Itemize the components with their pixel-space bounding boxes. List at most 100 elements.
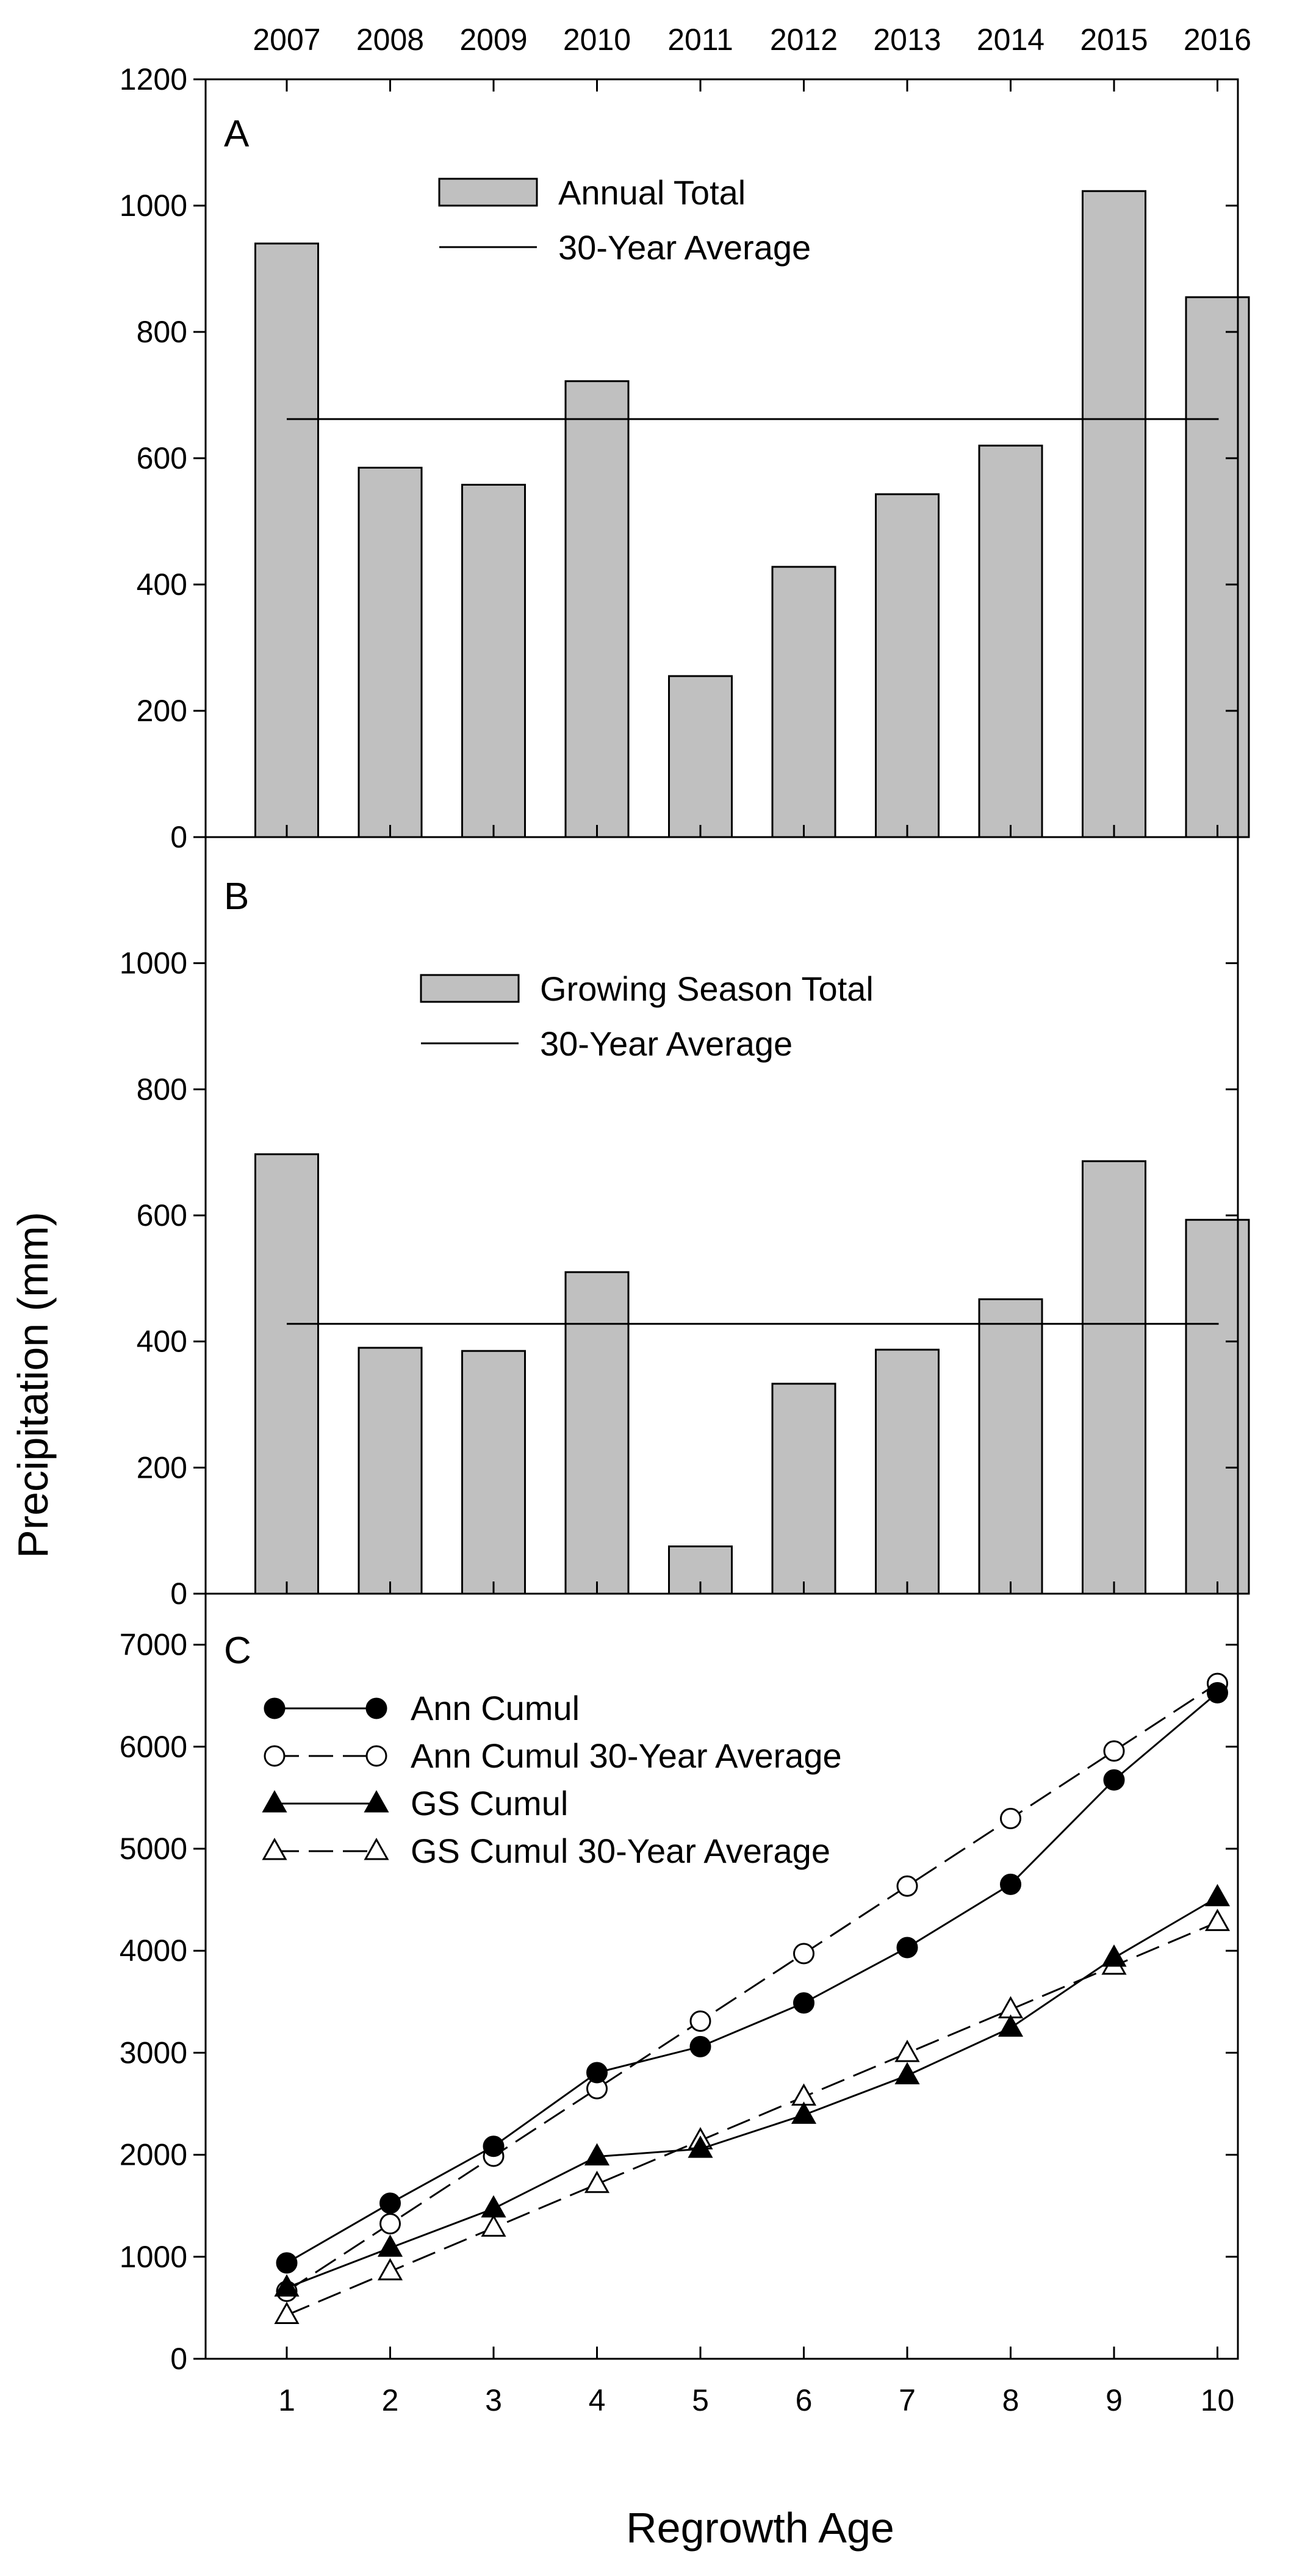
panel-c-panel-letter: C	[224, 1630, 251, 1672]
point-ann-cumul-4	[586, 2062, 608, 2084]
panel-a-bar-2012	[771, 566, 836, 838]
panel-a-bar-2011	[668, 675, 733, 838]
panel-b-ytick-label: 800	[137, 1072, 187, 1106]
point-gs-cumul-9	[1101, 1944, 1127, 1967]
panel-b-bar-2007	[254, 1153, 319, 1595]
panel-a-legend: Annual Total 30-Year Average	[438, 173, 811, 267]
panel-b-bar-2008	[358, 1347, 423, 1595]
panel-b-ytick-label: 200	[137, 1450, 187, 1484]
panel-c-ytick-label: 3000	[120, 2035, 187, 2070]
y-axis-title: Precipitation (mm)	[9, 1212, 57, 1558]
point-gs-cumul-1	[274, 2274, 300, 2297]
legend-marker-left-ann-cumul-30-year-average	[264, 1745, 286, 1767]
panel-b-bar-2016	[1185, 1218, 1250, 1595]
panel-a-ytick-label: 400	[137, 567, 187, 602]
panel-b-bar-2015	[1082, 1160, 1146, 1595]
panel-c-xtick-label-10: 10	[1201, 2383, 1235, 2417]
point-gs-cumul-8	[998, 2014, 1024, 2037]
series-line-gs-cumul	[286, 1896, 1218, 2289]
legend-marker-right-ann-cumul-30-year-average	[365, 1745, 387, 1767]
year-label-2008: 2008	[356, 23, 424, 57]
panel-b-legend-line-label: 30-Year Average	[540, 1024, 793, 1063]
panel-c-xtick-label-9: 9	[1105, 2383, 1123, 2417]
panel-c-xtick-label-2: 2	[382, 2383, 399, 2417]
panel-c-chart: 0 1000 2000 3000 4000 5000 6000 7000 1 2 3 4 5 6 7 8 9 10…	[120, 1628, 1238, 2417]
year-label-2016: 2016	[1184, 23, 1251, 57]
point-ann-cumul-7	[896, 1937, 918, 1959]
panel-a-ytick-label: 1200	[120, 62, 187, 96]
year-label-2013: 2013	[873, 23, 941, 57]
legend-marker-right-gs-cumul	[364, 1790, 389, 1813]
legend-marker-left-gs-cumul	[262, 1790, 287, 1813]
panel-c-xtick-label-7: 7	[899, 2383, 916, 2417]
legend-marker-left-ann-cumul	[264, 1697, 286, 1719]
panel-b-panel-letter: B	[224, 876, 249, 918]
panel-a-bar-2015	[1082, 190, 1146, 838]
point-ann-cumul-10	[1207, 1682, 1228, 1704]
point-gs-cumul-7	[894, 2062, 920, 2085]
point-gs-cumul-4	[584, 2143, 610, 2166]
point-ann-cumul-1	[276, 2252, 298, 2274]
legend-marker-right-ann-cumul	[365, 1697, 387, 1719]
panel-b-ytick-label: 0	[170, 1577, 187, 1611]
year-label-2015: 2015	[1080, 23, 1148, 57]
panel-a-bar-2007	[254, 242, 319, 838]
point-gs-cumul-30-year-average-3	[481, 2214, 506, 2237]
panel-a-bar-2008	[358, 467, 423, 838]
panel-a-ytick-label: 800	[137, 315, 187, 349]
point-ann-cumul-2	[379, 2192, 401, 2214]
plot-border	[204, 78, 1239, 2360]
panel-c-ytick-label: 1000	[120, 2240, 187, 2274]
panel-a-ytick-label: 200	[137, 694, 187, 728]
legend-marker-right-gs-cumul-30-year-average	[364, 1837, 389, 1860]
panel-b-ytick-label: 600	[137, 1198, 187, 1232]
panel-a-ytick-label: 600	[137, 441, 187, 475]
panel-c-xtick-label-6: 6	[796, 2383, 813, 2417]
legend-label-gs-cumul-30-year-average: GS Cumul 30-Year Average	[411, 1832, 830, 1870]
point-gs-cumul-3	[481, 2195, 506, 2218]
panel-a-legend-line-label: 30-Year Average	[558, 228, 811, 267]
panel-b-bar-2012	[771, 1383, 836, 1595]
point-ann-cumul-6	[793, 1992, 814, 2014]
series-line-ann-cumul	[286, 1692, 1218, 2264]
panel-c-ytick-label: 5000	[120, 1832, 187, 1866]
point-ann-cumul-30-year-average-9	[1103, 1740, 1125, 1762]
point-gs-cumul-30-year-average-4	[584, 2170, 610, 2193]
panel-a-bar-2016	[1185, 296, 1250, 838]
panel-c-xtick-label-3: 3	[485, 2383, 502, 2417]
point-gs-cumul-10	[1204, 1883, 1231, 1907]
panel-c-ytick-label: 4000	[120, 1934, 187, 1968]
panel-b-bar-2009	[461, 1350, 526, 1595]
panel-a-bar-2009	[461, 483, 526, 838]
panel-a-ytick-label: 1000	[120, 189, 187, 223]
x-axis-title: Regrowth Age	[626, 2504, 894, 2552]
point-gs-cumul-30-year-average-1	[274, 2301, 300, 2324]
panel-b-legend-bar-label: Growing Season Total	[540, 970, 874, 1008]
panel-b-legend-bar-swatch	[420, 974, 520, 1003]
panel-a-legend-bar-label: Annual Total	[558, 173, 746, 212]
point-ann-cumul-30-year-average-5	[689, 2010, 711, 2032]
panel-c-ytick-label: 2000	[120, 2138, 187, 2172]
point-gs-cumul-2	[377, 2234, 403, 2257]
point-ann-cumul-9	[1103, 1769, 1125, 1791]
point-ann-cumul-5	[689, 2035, 711, 2057]
panel-c-legend: Ann Cumul Ann Cumul 30-Year Average GS Cum…	[262, 1689, 842, 1870]
series-line-ann-cumul-30-year-average	[286, 1682, 1218, 2292]
point-gs-cumul-6	[791, 2101, 817, 2124]
point-ann-cumul-3	[483, 2135, 505, 2157]
panel-c-ytick-label: 0	[170, 2342, 187, 2376]
panel-b-bar-2014	[978, 1298, 1043, 1595]
panel-c-ytick-label: 6000	[120, 1730, 187, 1764]
point-ann-cumul-30-year-average-8	[1000, 1808, 1021, 1830]
panel-c-ytick-label: 7000	[120, 1628, 187, 1662]
panel-b-legend: Growing Season Total 30-Year Average	[420, 970, 874, 1063]
panel-b-ytick-label: 1000	[120, 946, 187, 980]
panel-a-ytick-label: 0	[170, 820, 187, 854]
panel-c-xtick-label-5: 5	[692, 2383, 709, 2417]
point-ann-cumul-30-year-average-6	[793, 1943, 814, 1965]
panel-b-ytick-label: 400	[137, 1325, 187, 1359]
legend-label-gs-cumul: GS Cumul	[411, 1784, 568, 1822]
panel-a-legend-bar-swatch	[438, 178, 538, 207]
point-gs-cumul-30-year-average-2	[377, 2258, 403, 2281]
panel-a-bar-2010	[564, 380, 630, 838]
